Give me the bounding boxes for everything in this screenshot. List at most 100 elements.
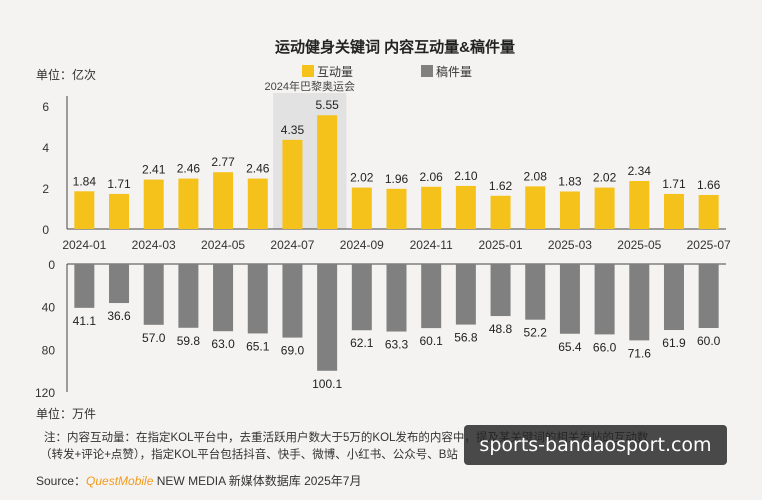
volume-value-label: 41.1 — [73, 314, 97, 328]
volume-bar — [213, 264, 234, 332]
volume-bar — [421, 264, 442, 329]
interaction-bar — [317, 115, 338, 229]
x-tick-label: 2025-07 — [687, 238, 731, 252]
legend-label: 稿件量 — [436, 64, 472, 79]
interaction-bar — [213, 172, 234, 229]
volume-bar — [74, 264, 95, 308]
volume-bar — [282, 264, 303, 338]
interaction-bar — [559, 191, 580, 229]
volume-value-label: 100.1 — [312, 377, 342, 391]
interaction-value-label: 4.35 — [281, 123, 305, 137]
volume-bar — [629, 264, 650, 341]
interaction-bar — [351, 187, 372, 229]
volume-bar — [663, 264, 684, 331]
interaction-value-label: 2.34 — [628, 164, 652, 178]
volume-bar — [386, 264, 407, 332]
source-line: Source：QuestMobile NEW MEDIA 新媒体数据库 2025… — [36, 472, 361, 489]
interaction-bar — [663, 193, 684, 229]
volume-bar — [178, 264, 199, 328]
bottom-y-axis: 0 40 80 120 — [35, 258, 726, 400]
note-line-2: （转发+评论+点赞），指定KOL平台包括抖音、快手、微博、小红书、公众号、B站 — [40, 449, 458, 461]
interaction-value-label: 1.62 — [489, 179, 513, 193]
volume-value-label: 61.9 — [662, 336, 686, 350]
volume-bar — [455, 264, 476, 325]
interaction-value-label: 2.10 — [454, 169, 478, 183]
interaction-value-label: 2.06 — [420, 170, 444, 184]
top-y-tick: 0 — [42, 223, 49, 237]
volume-value-label: 60.0 — [697, 334, 721, 348]
x-tick-label: 2024-09 — [340, 238, 384, 252]
interaction-bar — [109, 193, 130, 229]
source-prefix: Source： — [36, 474, 87, 488]
legend-swatch — [421, 65, 433, 77]
volume-value-label: 62.1 — [350, 336, 374, 350]
volume-value-label: 60.1 — [420, 334, 444, 348]
volume-value-label: 69.0 — [281, 344, 305, 358]
x-tick-label: 2025-05 — [617, 238, 661, 252]
interaction-bar — [143, 179, 164, 229]
source-suffix: NEW MEDIA 新媒体数据库 2025年7月 — [153, 474, 362, 488]
top-y-tick: 6 — [42, 100, 49, 114]
volume-bar — [351, 264, 372, 331]
volume-value-label: 56.8 — [454, 331, 478, 345]
source-brand: QuestMobile — [86, 474, 154, 488]
bottom-unit-label: 单位：万件 — [36, 406, 96, 421]
volume-bar — [525, 264, 546, 320]
interaction-bar — [74, 191, 95, 229]
legend: 互动量 稿件量 — [302, 64, 472, 79]
x-axis-labels: 2024-01 2024-03 2024-05 2024-07 2024-09 2024-… — [62, 238, 731, 252]
top-y-tick: 4 — [42, 141, 49, 155]
volume-bar — [109, 264, 130, 304]
volume-value-label: 63.3 — [385, 338, 409, 352]
volume-bar — [559, 264, 580, 334]
volume-bar — [317, 264, 338, 371]
bottom-y-tick: 40 — [42, 301, 56, 315]
volume-value-label: 36.6 — [107, 309, 131, 323]
bottom-bars: 41.1 36.6 57.0 59.8 63.0 65.1 69.0 100.1 62.1 63.… — [73, 264, 721, 391]
interaction-bar — [525, 186, 546, 229]
legend-label: 互动量 — [317, 65, 353, 79]
volume-value-label: 71.6 — [628, 346, 652, 360]
interaction-value-label: 1.83 — [558, 174, 582, 188]
interaction-value-label: 1.84 — [73, 174, 97, 188]
volume-value-label: 57.0 — [142, 331, 166, 345]
interaction-bar — [178, 178, 199, 229]
interaction-bar — [282, 139, 303, 229]
bottom-y-tick: 120 — [35, 386, 55, 400]
interaction-bar — [594, 187, 615, 229]
interaction-value-label: 5.55 — [315, 98, 339, 112]
volume-bar — [594, 264, 615, 335]
volume-bar — [143, 264, 164, 325]
volume-value-label: 65.4 — [558, 340, 582, 354]
olympics-annotation: 2024年巴黎奥运会 — [265, 79, 355, 93]
bottom-y-tick: 0 — [48, 258, 55, 272]
interaction-value-label: 1.96 — [385, 172, 409, 186]
interaction-value-label: 1.66 — [697, 178, 721, 192]
interaction-value-label: 2.46 — [246, 162, 270, 176]
x-tick-label: 2025-01 — [479, 238, 523, 252]
watermark: sports-bandaosport.com — [464, 425, 727, 465]
interaction-value-label: 2.46 — [177, 162, 201, 176]
interaction-value-label: 1.71 — [662, 177, 686, 191]
volume-value-label: 52.2 — [524, 326, 548, 340]
x-tick-label: 2024-11 — [410, 238, 453, 252]
interaction-bar — [490, 195, 511, 229]
bottom-y-tick: 80 — [42, 343, 56, 357]
legend-swatch — [302, 65, 314, 77]
volume-value-label: 66.0 — [593, 340, 617, 354]
top-unit-label: 单位：亿次 — [36, 67, 96, 82]
interaction-bar — [698, 194, 719, 229]
volume-value-label: 48.8 — [489, 322, 513, 336]
interaction-value-label: 2.77 — [211, 155, 235, 169]
interaction-value-label: 2.02 — [593, 171, 617, 185]
interaction-value-label: 2.41 — [142, 163, 166, 177]
interaction-bar — [386, 188, 407, 229]
interaction-value-label: 1.71 — [107, 177, 131, 191]
x-tick-label: 2024-03 — [132, 238, 176, 252]
chart-title: 运动健身关键词 内容互动量&稿件量 — [275, 38, 515, 56]
volume-bar — [247, 264, 268, 334]
olympics-highlight: 2024年巴黎奥运会 — [265, 79, 355, 229]
interaction-bar — [455, 185, 476, 229]
interaction-bar — [247, 178, 268, 229]
